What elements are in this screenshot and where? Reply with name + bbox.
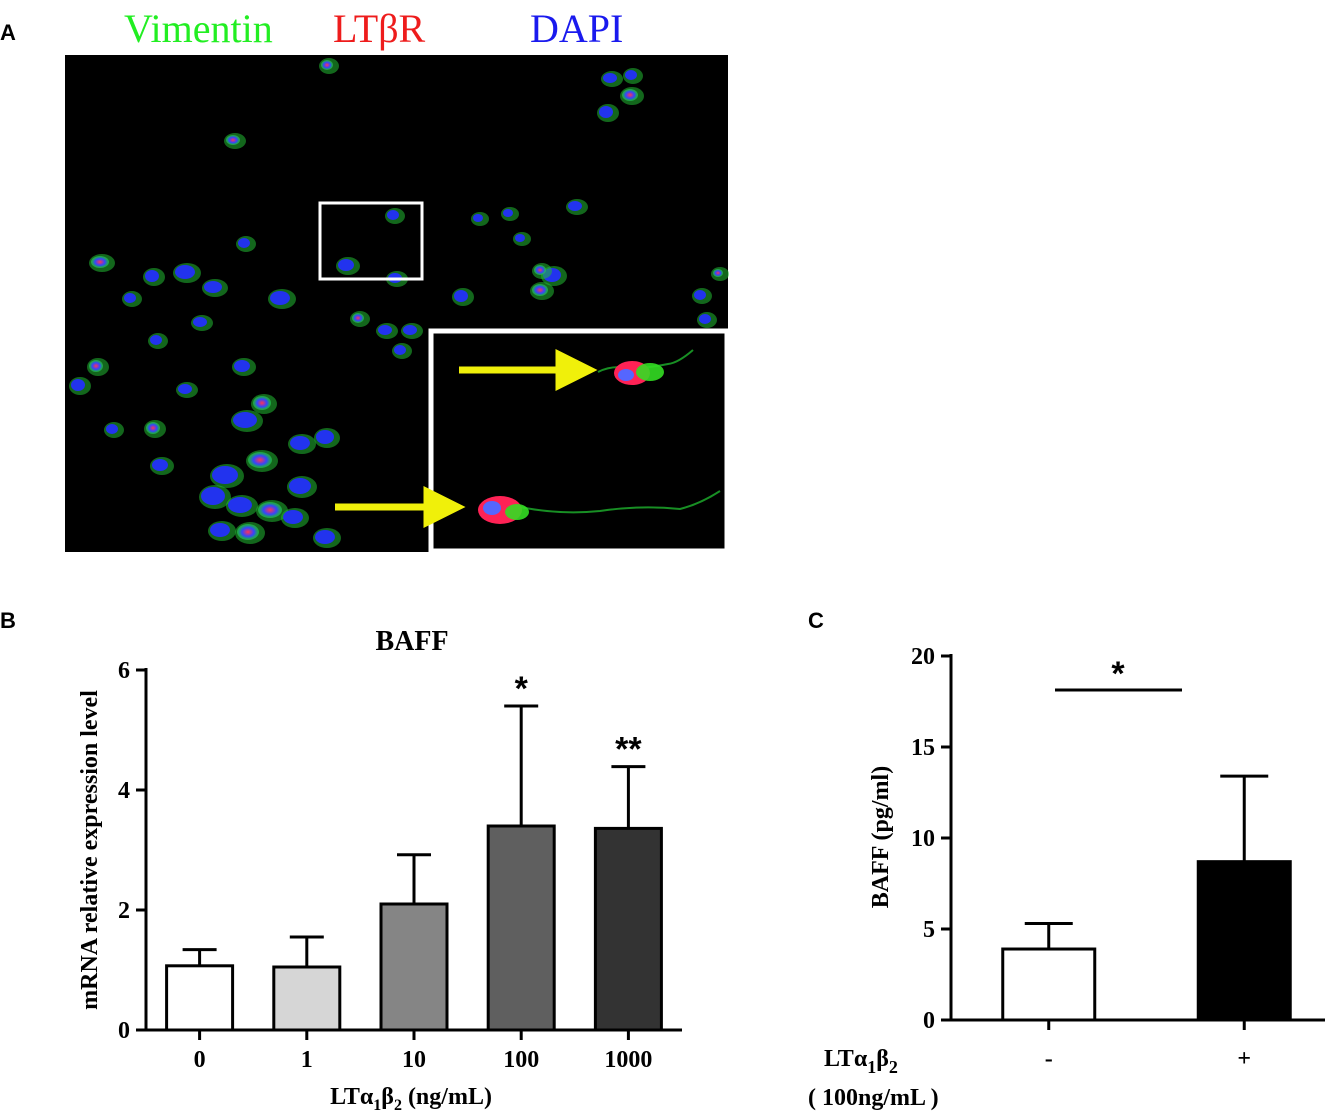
chart-b-title: BAFF	[375, 626, 448, 657]
chart-c-bar-+	[1196, 860, 1292, 1022]
chart-b-y-axis-label: mRNA relative expression level	[77, 690, 103, 1010]
chart-c-x-axis-unit: ( 100ng/mL )	[808, 1085, 939, 1111]
chart-c-y-tick-label: 0	[923, 1008, 935, 1034]
chart-b-x-axis-label: LTα1β2 (ng/mL)	[330, 1084, 492, 1114]
micrograph-cells	[69, 58, 729, 548]
chart-c-x-tick-label: +	[1237, 1046, 1251, 1072]
chart-c-x-tick-label: -	[1045, 1046, 1053, 1072]
chart-b-y-tick-label: 4	[118, 778, 130, 804]
panel-label-c: C	[808, 608, 824, 633]
chart-b-x-tick-label: 1000	[604, 1047, 652, 1073]
panel-label-a: A	[0, 20, 16, 45]
chart-c-significance-mark: *	[1111, 655, 1125, 693]
legend-dapi: DAPI	[530, 6, 623, 51]
chart-b-bar-100	[486, 824, 556, 1032]
legend-ltbr: LTβR	[333, 6, 426, 51]
chart-b-x-tick-label: 1	[301, 1047, 313, 1073]
legend-vimentin: Vimentin	[124, 6, 273, 51]
zoom-inset-frame	[428, 328, 730, 554]
chart-c-y-tick-label: 5	[923, 917, 935, 943]
chart-b-bar-1	[272, 965, 342, 1032]
chart-b-y-tick-label: 0	[118, 1018, 130, 1044]
chart-b-x-tick-label: 0	[194, 1047, 206, 1073]
chart-c-y-tick-label: 15	[911, 735, 935, 761]
chart-c: 0 5 10 15 20 - + *	[911, 644, 1325, 1072]
chart-b-y-tick-label: 6	[118, 658, 130, 684]
zoom-inset	[428, 328, 730, 554]
chart-c-x-axis-label: LTα1β2	[824, 1046, 898, 1077]
chart-b-bar-1000	[593, 826, 663, 1032]
chart-b-x-tick-label: 10	[402, 1047, 426, 1073]
chart-b: 0 2 4 6 0 1 10 100 * 1000 **	[118, 658, 682, 1073]
chart-b-y-tick-label: 2	[118, 898, 130, 924]
chart-b-significance-mark: *	[515, 670, 529, 708]
region-of-interest-box	[318, 201, 424, 281]
micrograph	[65, 55, 730, 554]
chart-b-bar-10	[379, 902, 449, 1032]
chart-b-bar-0	[165, 964, 235, 1032]
chart-c-y-tick-label: 10	[911, 826, 935, 852]
chart-c-y-axis-label: BAFF (pg/ml)	[868, 766, 894, 908]
chart-b-x-tick-label: 100	[503, 1047, 539, 1073]
chart-c-y-tick-label: 20	[911, 644, 935, 670]
panel-label-b: B	[0, 608, 16, 633]
chart-b-significance-mark: **	[615, 731, 642, 769]
chart-c-bar--	[1001, 947, 1097, 1022]
